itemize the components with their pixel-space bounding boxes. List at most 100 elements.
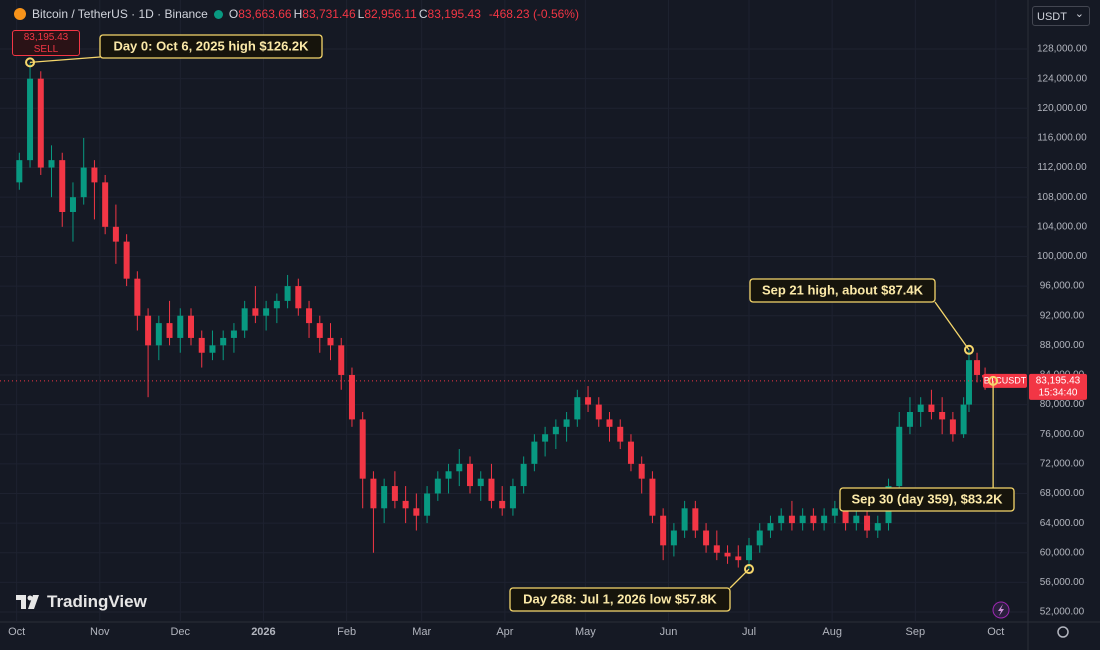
brand-logo: [16, 595, 39, 609]
y-tick-label: 104,000.00: [1037, 221, 1087, 232]
candle-body: [112, 226, 119, 242]
y-tick-label: 88,000.00: [1040, 340, 1085, 351]
sell-button[interactable]: 83,195.43 SELL: [12, 30, 80, 56]
candle-body: [692, 508, 699, 531]
candle-body: [69, 197, 76, 212]
candle-body: [252, 308, 259, 316]
candle-body: [27, 78, 34, 161]
candle-body: [424, 493, 431, 516]
annotation-leader: [934, 301, 970, 351]
coin-icon: [14, 8, 26, 20]
annotation-box: [99, 34, 323, 59]
annotation-text: Sep 30 (day 359), $83.2K: [851, 491, 1003, 506]
candle-body: [284, 286, 291, 301]
y-tick-label: 92,000.00: [1040, 310, 1085, 321]
x-tick-label: Oct: [987, 626, 1004, 638]
x-tick-label: Nov: [90, 626, 110, 638]
candle-body: [974, 360, 981, 375]
candle-body: [188, 315, 195, 338]
candle-body: [145, 315, 152, 346]
candle-body: [177, 315, 184, 338]
candle-body: [134, 278, 141, 316]
annotation-leader: [29, 56, 101, 64]
candle-body: [391, 486, 398, 501]
candle-body: [520, 463, 527, 487]
x-tick-label: Oct: [8, 626, 25, 638]
candle-body: [864, 515, 871, 531]
ohlc: O83,663.66 H83,731.46 L82,956.11 C83,195.43: [229, 7, 483, 21]
candle-body: [552, 426, 559, 435]
candle-body: [230, 330, 237, 338]
candle-body: [703, 530, 710, 546]
candle-body: [617, 426, 624, 442]
candle-body: [327, 337, 334, 346]
price-tag-countdown: 15:34:40: [1039, 388, 1078, 399]
candle-body: [48, 160, 55, 168]
x-tick-label: Jun: [660, 626, 678, 638]
ohlc-value: 83,663.66: [238, 7, 292, 21]
candle-body: [896, 426, 903, 487]
candle-body: [198, 337, 205, 353]
candle-body: [359, 419, 366, 479]
annotation-box: [749, 278, 936, 303]
ohlc-value: 83,731.46: [302, 7, 356, 21]
header: Bitcoin / TetherUS · 1D · Binance O83,66…: [14, 7, 581, 21]
ohlc-key: O: [228, 7, 239, 21]
ohlc-key: L: [357, 7, 365, 21]
candle-body: [477, 478, 484, 487]
ohlc-key: C: [418, 7, 428, 21]
candle-body: [434, 478, 441, 494]
candle-body: [542, 434, 549, 442]
y-tick-label: 108,000.00: [1037, 192, 1087, 203]
alert-bolt: [998, 604, 1004, 616]
annotation-text: Sep 21 high, about $87.4K: [762, 282, 924, 297]
candle-body: [853, 515, 860, 524]
candle-body: [842, 508, 849, 524]
symbol-tag-text: BTCUSDT: [984, 375, 1027, 385]
ohlc-key: H: [293, 7, 303, 21]
candle-body: [821, 515, 828, 524]
candle-body: [59, 160, 66, 212]
candle-body: [735, 556, 742, 561]
annotation-box: [839, 487, 1015, 512]
x-tick-label: Mar: [412, 626, 431, 638]
y-tick-label: 60,000.00: [1040, 547, 1085, 558]
candle-body: [488, 478, 495, 501]
price-tag: [1029, 373, 1087, 400]
candle-body: [681, 508, 688, 531]
candle-body: [724, 552, 731, 557]
candle-body: [917, 404, 924, 412]
candle-body: [660, 515, 667, 546]
sell-price: 83,195.43: [23, 32, 69, 43]
annotation-text: Day 268: Jul 1, 2026 low $57.8K: [523, 591, 717, 606]
brand: TradingView: [16, 592, 147, 612]
change: -468.23 (-0.56%): [488, 7, 579, 21]
candle-body: [606, 419, 613, 427]
brand-name: TradingView: [47, 592, 147, 611]
symbol: Bitcoin / TetherUS · 1D · Binance: [32, 7, 208, 21]
candle-body: [595, 404, 602, 420]
candle-body: [831, 508, 838, 516]
annotation-box: [509, 587, 731, 612]
candle-body: [949, 419, 956, 435]
candle-body: [348, 374, 355, 420]
candle-body: [123, 241, 130, 279]
candle-body: [37, 78, 44, 168]
y-tick-label: 120,000.00: [1037, 103, 1087, 114]
y-tick-label: 96,000.00: [1040, 281, 1085, 292]
y-tick-label: 80,000.00: [1040, 399, 1085, 410]
candle-body: [316, 323, 323, 338]
candle-body: [102, 182, 109, 227]
candle-body: [756, 530, 763, 546]
candle-body: [767, 523, 774, 531]
x-tick-label: May: [575, 626, 596, 638]
x-tick-label: Apr: [496, 626, 513, 638]
candle-body: [381, 486, 388, 509]
settings-icon: [1057, 626, 1069, 638]
currency-select[interactable]: USDT: [1032, 4, 1090, 26]
annotation-point: [988, 375, 999, 386]
candle-body: [928, 404, 935, 412]
candle-body: [960, 404, 967, 435]
